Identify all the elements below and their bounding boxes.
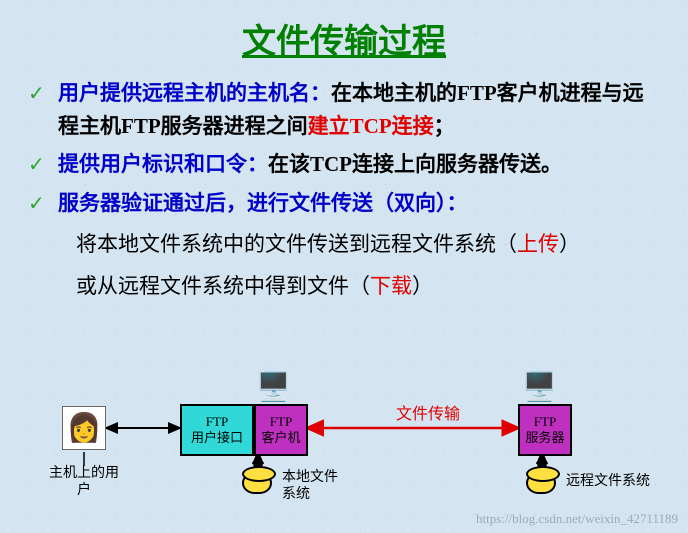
box-label: 服务器 xyxy=(525,430,564,446)
bullet-item: ✓ 服务器验证通过后，进行文件传送（双向）： xyxy=(28,187,660,220)
check-icon: ✓ xyxy=(28,189,50,220)
page-title: 文件传输过程 xyxy=(0,0,688,71)
check-icon: ✓ xyxy=(28,150,50,181)
bullet-lead: 服务器验证通过后，进行文件传送（双向）： xyxy=(58,191,468,215)
box-label: FTP xyxy=(206,414,228,430)
watermark: https://blog.csdn.net/weixin_42711189 xyxy=(476,511,678,527)
server-computer-icon: 🖥️ xyxy=(522,370,557,404)
computer-icon: 🖥️ xyxy=(256,370,291,404)
bullet-lead: 用户提供远程主机的主机名： xyxy=(58,81,331,105)
bullet-text: 服务器验证通过后，进行文件传送（双向）： xyxy=(58,187,468,220)
box-label: FTP xyxy=(534,414,556,430)
user-icon: 👩 xyxy=(62,406,106,450)
sub-text: ） xyxy=(559,232,580,256)
user-label: 主机上的用户 xyxy=(44,466,124,500)
sub-text: ） xyxy=(412,274,433,298)
ftp-server-box: FTP 服务器 xyxy=(518,404,572,456)
box-label: 客户机 xyxy=(261,430,300,446)
sub-line: 或从远程文件系统中得到文件（下载） xyxy=(76,270,660,304)
ftp-ui-box: FTP 用户接口 xyxy=(180,404,254,456)
box-label: FTP xyxy=(270,414,292,430)
local-fs-label: 本地文件系统 xyxy=(282,470,338,504)
bullet-list: ✓ 用户提供远程主机的主机名：在本地主机的FTP客户机进程与远程主机FTP服务器… xyxy=(0,77,688,303)
sub-text: 将本地文件系统中的文件传送到远程文件系统（ xyxy=(76,232,517,256)
diagram-connectors xyxy=(0,370,688,530)
bullet-lead: 提供用户标识和口令： xyxy=(58,152,268,176)
ftp-diagram: 👩 主机上的用户 🖥️ 🖥️ FTP 用户接口 FTP 客户机 FTP 服务器 … xyxy=(0,370,688,530)
sub-red: 上传 xyxy=(517,232,559,256)
bullet-red: 建立TCP连接 xyxy=(308,114,434,138)
disk-icon xyxy=(242,472,272,494)
sub-text: 或从远程文件系统中得到文件（ xyxy=(76,274,370,298)
bullet-text: 提供用户标识和口令：在该TCP连接上向服务器传送。 xyxy=(58,148,562,181)
bullet-item: ✓ 用户提供远程主机的主机名：在本地主机的FTP客户机进程与远程主机FTP服务器… xyxy=(28,77,660,142)
box-label: 用户接口 xyxy=(191,430,243,446)
sub-red: 下载 xyxy=(370,274,412,298)
bullet-end: ； xyxy=(434,114,455,138)
ftp-client-box: FTP 客户机 xyxy=(254,404,308,456)
bullet-tail: 在该TCP连接上向服务器传送。 xyxy=(268,152,562,176)
bullet-item: ✓ 提供用户标识和口令：在该TCP连接上向服务器传送。 xyxy=(28,148,660,181)
check-icon: ✓ xyxy=(28,79,50,110)
sub-line: 将本地文件系统中的文件传送到远程文件系统（上传） xyxy=(76,228,660,262)
disk-icon xyxy=(526,472,556,494)
remote-fs-label: 远程文件系统 xyxy=(566,474,650,491)
transfer-label: 文件传输 xyxy=(396,400,460,424)
bullet-text: 用户提供远程主机的主机名：在本地主机的FTP客户机进程与远程主机FTP服务器进程… xyxy=(58,77,660,142)
